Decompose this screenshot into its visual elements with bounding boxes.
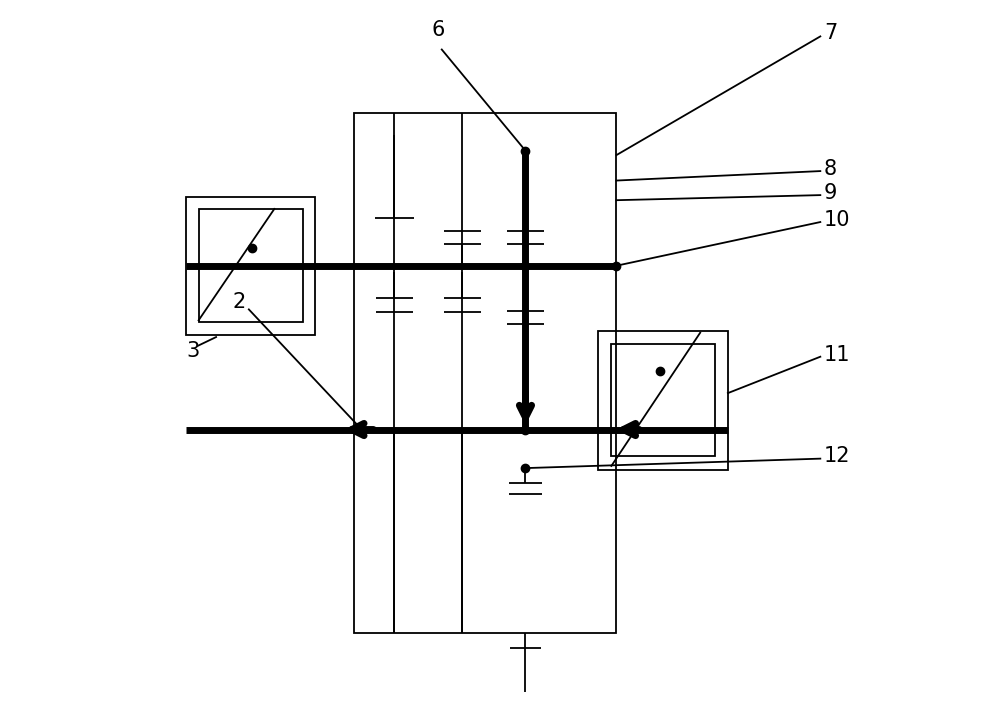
Text: 6: 6 — [431, 20, 445, 40]
Text: 8: 8 — [824, 159, 837, 179]
Bar — [611, 344, 715, 456]
Text: 7: 7 — [824, 23, 837, 43]
Text: 11: 11 — [824, 344, 850, 365]
Bar — [186, 197, 315, 335]
Text: 10: 10 — [824, 210, 850, 230]
Text: 9: 9 — [824, 183, 837, 203]
Text: 12: 12 — [824, 446, 850, 467]
Bar — [598, 331, 728, 470]
Bar — [199, 209, 303, 322]
Bar — [354, 113, 616, 633]
Text: 2: 2 — [233, 292, 246, 312]
Text: 3: 3 — [186, 341, 199, 361]
